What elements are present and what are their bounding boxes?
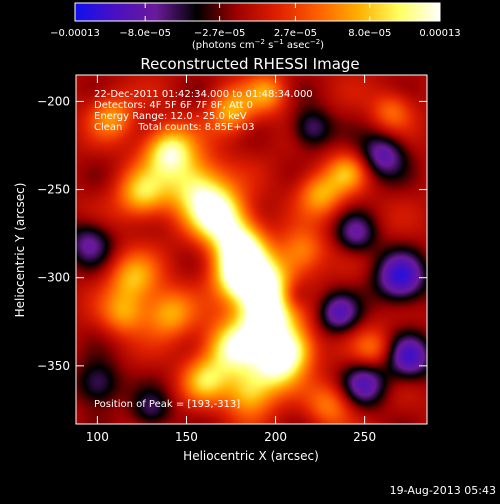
x-axis-ticks: 100 150 200 250 (86, 75, 376, 444)
heatmap-image (76, 75, 427, 424)
x-tick-label: 200 (264, 430, 287, 444)
x-axis-label: Heliocentric X (arcsec) (183, 449, 319, 463)
heatmap-container (76, 75, 427, 424)
x-tick-label: 150 (175, 430, 198, 444)
y-tick-label: −200 (37, 94, 70, 108)
y-tick-label: −350 (37, 359, 70, 373)
units-part-1: (photons cm (192, 40, 255, 51)
colorbar-tick-label: 8.0e−05 (348, 28, 391, 39)
colorbar-swatch (74, 2, 441, 22)
colorbar: −0.00013 −8.0e−05 −2.7e−05 2.7e−05 8.0e−05 0.… (50, 2, 461, 51)
chart-title: Reconstructed RHESSI Image (140, 55, 359, 73)
y-axis-ticks: −200 −250 −300 −350 (37, 94, 427, 373)
annotation-energy-range: Energy Range: 12.0 - 25.0 keV (94, 111, 247, 122)
colorbar-tick-label: −0.00013 (50, 28, 100, 39)
colorbar-tick-label: −8.0e−05 (119, 28, 171, 39)
annotation-clean-counts: Clean Total counts: 8.85E+03 (94, 122, 254, 133)
colorbar-ticks: −0.00013 −8.0e−05 −2.7e−05 2.7e−05 8.0e−05 0.… (50, 3, 461, 39)
plot-area: 100 150 200 250 −200 −250 −300 −350 (37, 74, 428, 444)
x-tick-label: 250 (353, 430, 376, 444)
units-exp-2: −1 (273, 38, 283, 46)
footer-date: 19-Aug-2013 05:43 (390, 484, 496, 497)
units-part-4: ) (320, 40, 324, 51)
units-part-2: s (265, 40, 273, 51)
units-exp-1: −2 (255, 38, 265, 46)
annotations: 22-Dec-2011 01:42:34.000 to 01:48:34.000… (94, 89, 313, 410)
y-tick-label: −250 (37, 183, 70, 197)
x-tick-label: 100 (86, 430, 109, 444)
colorbar-units-label: (photons cm−2 s−1 asec−2) (192, 38, 324, 51)
units-part-3: asec (284, 40, 310, 51)
y-tick-label: −300 (37, 271, 70, 285)
colorbar-tick-label: 2.7e−05 (274, 28, 317, 39)
units-exp-3: −2 (310, 38, 320, 46)
y-axis-label: Heliocentric Y (arcsec) (13, 183, 27, 318)
annotation-detectors: Detectors: 4F 5F 6F 7F 8F, Att 0 (94, 100, 253, 111)
colorbar-tick-label: −2.7e−05 (194, 28, 246, 39)
peak-position-label: Position of Peak = [193,-313] (94, 399, 240, 410)
annotation-time-range: 22-Dec-2011 01:42:34.000 to 01:48:34.000 (94, 89, 313, 100)
colorbar-tick-label: 0.00013 (419, 28, 460, 39)
plot-frame (75, 74, 428, 425)
